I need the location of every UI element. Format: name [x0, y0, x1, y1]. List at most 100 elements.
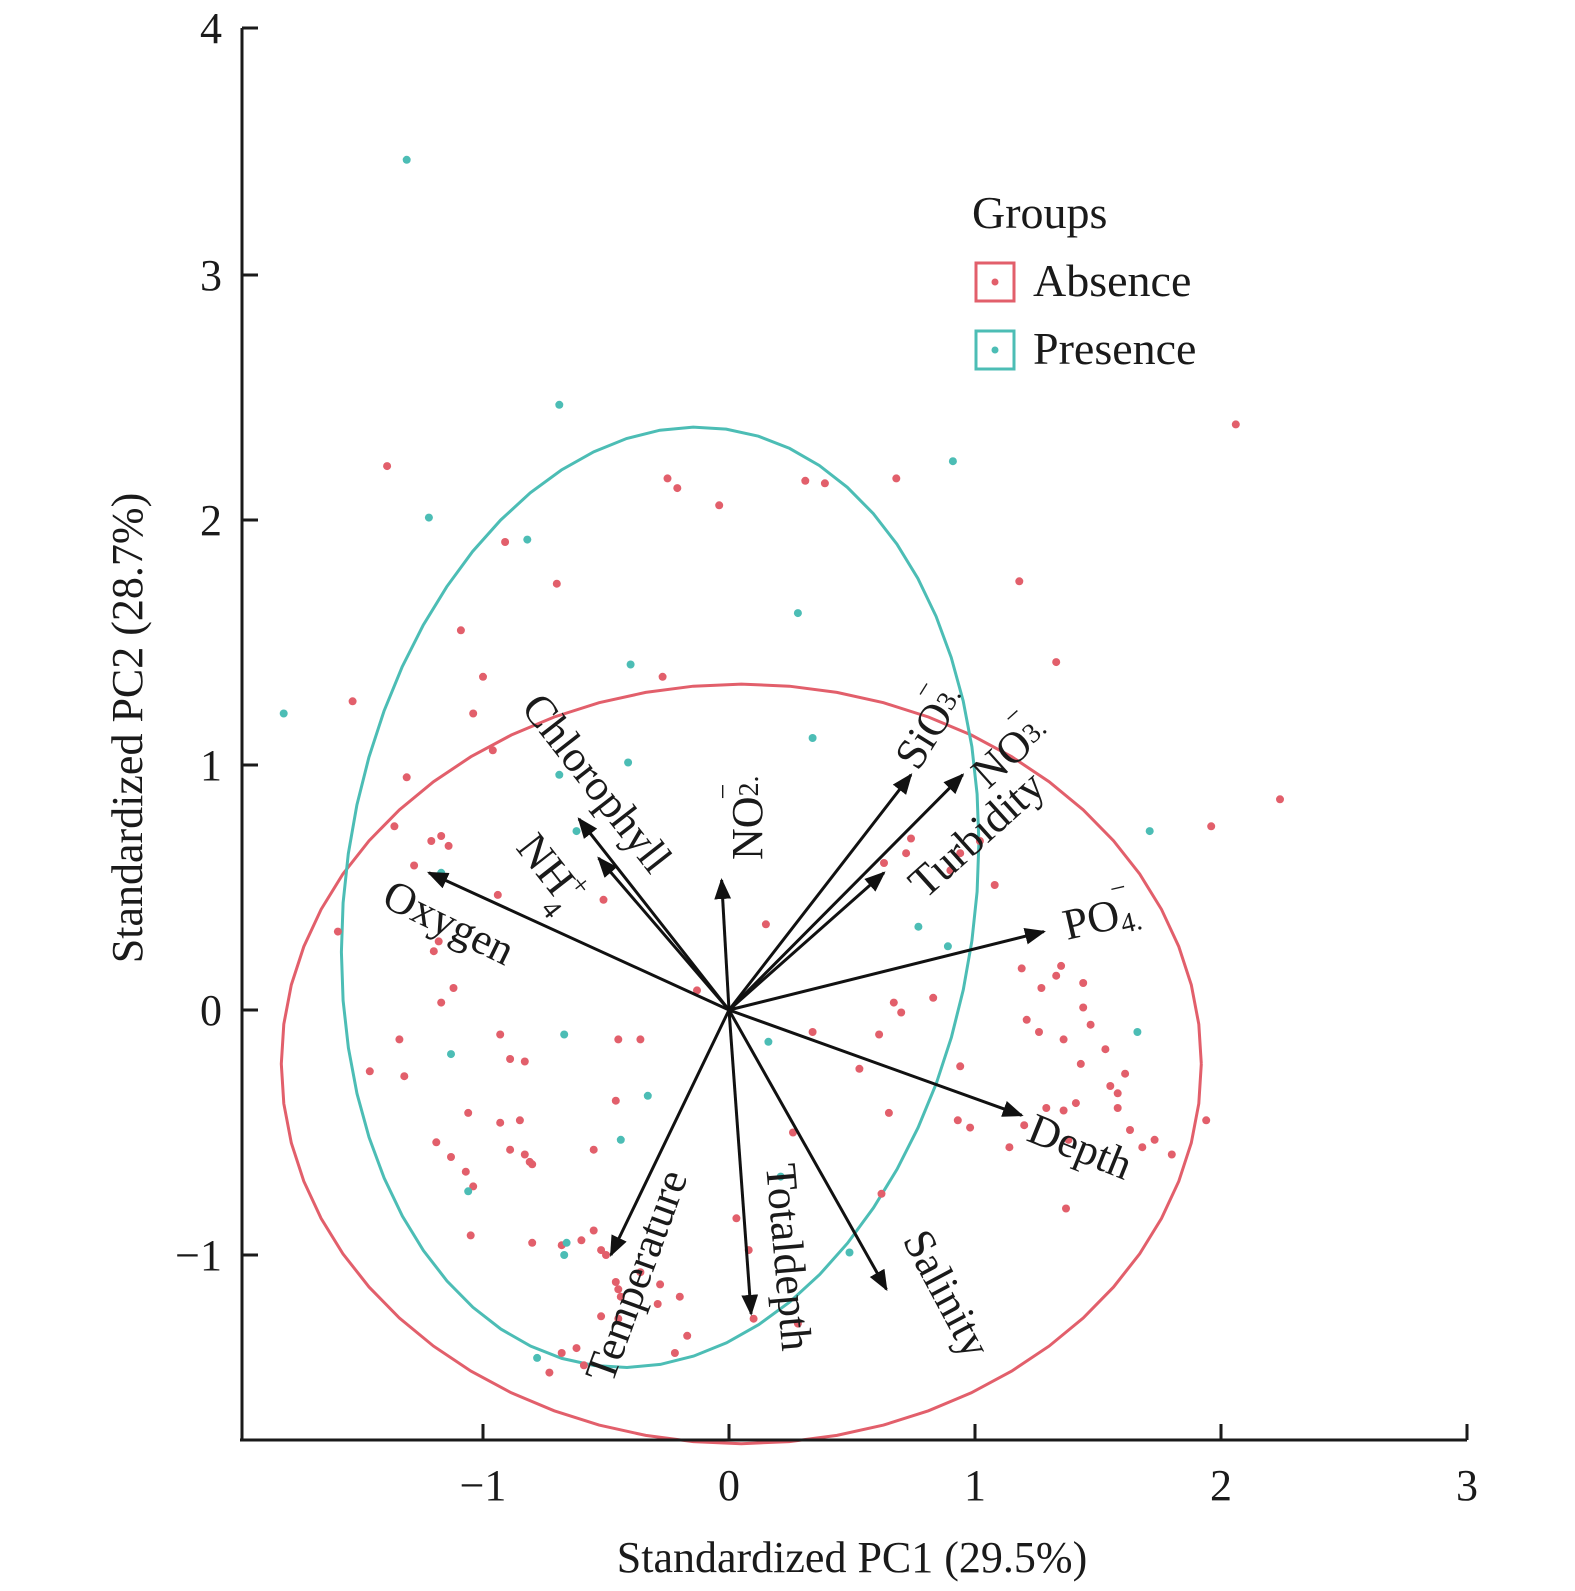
point-absence — [636, 1268, 645, 1277]
point-absence — [602, 1251, 610, 1259]
point-absence — [614, 1035, 623, 1044]
point-absence — [1059, 1035, 1068, 1044]
point-absence — [496, 1118, 505, 1127]
point-absence — [469, 1182, 478, 1191]
point-absence — [732, 1214, 741, 1223]
point-presence — [764, 1037, 773, 1046]
point-absence — [956, 1062, 965, 1071]
point-absence — [506, 1055, 515, 1063]
point-absence — [577, 1236, 586, 1245]
point-absence — [437, 998, 446, 1007]
point-absence — [528, 1238, 537, 1247]
point-absence — [1052, 971, 1061, 980]
point-absence — [1276, 795, 1284, 804]
point-absence — [402, 773, 411, 782]
point-absence — [889, 998, 898, 1007]
legend-dot-presence — [991, 346, 999, 354]
point-presence — [643, 1091, 652, 1100]
point-absence — [1064, 1135, 1073, 1144]
point-absence — [479, 672, 487, 681]
legend-label-presence: Presence — [1033, 323, 1196, 374]
label-depth: Depth — [1021, 1104, 1139, 1190]
point-absence — [515, 1116, 524, 1125]
point-absence — [1101, 1045, 1110, 1054]
point-absence — [456, 626, 465, 635]
y-tick-label: 4 — [200, 4, 222, 53]
legend-title: Groups — [972, 187, 1107, 238]
confidence-ellipses — [279, 425, 1203, 1446]
point-absence — [975, 837, 984, 845]
point-absence — [599, 895, 608, 904]
point-absence — [1071, 1099, 1080, 1108]
arrow-salinity — [727, 1009, 888, 1292]
point-absence — [1042, 1104, 1051, 1112]
point-absence — [880, 859, 888, 867]
point-absence — [545, 1368, 554, 1377]
arrow-no2 — [714, 878, 732, 1011]
point-presence — [447, 1050, 455, 1059]
point-presence — [1145, 827, 1154, 836]
point-absence — [1231, 420, 1240, 429]
point-absence — [614, 1314, 623, 1323]
point-presence — [523, 535, 532, 544]
point-absence — [1126, 1126, 1134, 1134]
point-absence — [929, 993, 938, 1002]
arrow-oxygen — [426, 871, 730, 1012]
y-axis-title: Standardized PC2 (28.7%) — [103, 493, 152, 963]
point-absence — [875, 1030, 884, 1039]
point-absence — [395, 1035, 404, 1044]
y-tick-label: −1 — [175, 1231, 222, 1280]
point-absence — [597, 1312, 606, 1321]
y-tick-label: 3 — [200, 251, 222, 300]
x-tick-label: −1 — [460, 1461, 507, 1510]
point-absence — [400, 1072, 409, 1081]
y-tick-label: 2 — [200, 496, 222, 545]
point-absence — [410, 861, 419, 870]
point-presence — [845, 1248, 854, 1257]
point-absence — [946, 866, 955, 875]
arrow-sio3 — [727, 773, 913, 1011]
point-absence — [658, 672, 667, 681]
point-presence — [560, 1030, 569, 1039]
point-absence — [520, 1150, 529, 1159]
point-absence — [614, 1285, 623, 1294]
point-absence — [897, 1008, 906, 1017]
point-absence — [520, 1057, 529, 1066]
point-absence — [902, 849, 911, 858]
point-absence — [444, 841, 453, 850]
point-absence — [466, 1231, 475, 1240]
point-absence — [673, 484, 682, 493]
point-absence — [589, 1145, 598, 1154]
point-absence — [801, 476, 810, 485]
point-absence — [956, 849, 965, 858]
point-absence — [390, 822, 399, 831]
point-absence — [1113, 1104, 1122, 1112]
point-absence — [572, 1344, 581, 1353]
point-presence — [948, 457, 957, 466]
point-absence — [966, 1123, 975, 1132]
point-absence — [348, 697, 357, 706]
point-absence — [884, 1108, 893, 1117]
point-absence — [1015, 577, 1024, 586]
point-absence — [1037, 984, 1046, 992]
arrow-po4 — [728, 928, 1046, 1012]
arrow-totaldepth — [727, 1009, 759, 1316]
y-tick-label: 1 — [200, 741, 222, 790]
point-absence — [611, 1096, 620, 1105]
x-tick-label: 1 — [964, 1461, 986, 1510]
point-absence — [855, 1064, 864, 1073]
arrow-chlorophyll — [577, 817, 731, 1011]
point-absence — [496, 1030, 505, 1039]
point-presence — [424, 513, 433, 522]
point-presence — [555, 770, 564, 779]
point-absence — [434, 937, 443, 946]
point-absence — [1150, 1135, 1159, 1144]
point-absence — [793, 1319, 802, 1328]
label-salinity: Salinity — [893, 1222, 1001, 1366]
point-absence — [1106, 1082, 1115, 1090]
point-presence — [555, 400, 564, 409]
point-presence — [914, 922, 923, 931]
point-absence — [808, 1028, 817, 1036]
point-absence — [449, 984, 458, 992]
